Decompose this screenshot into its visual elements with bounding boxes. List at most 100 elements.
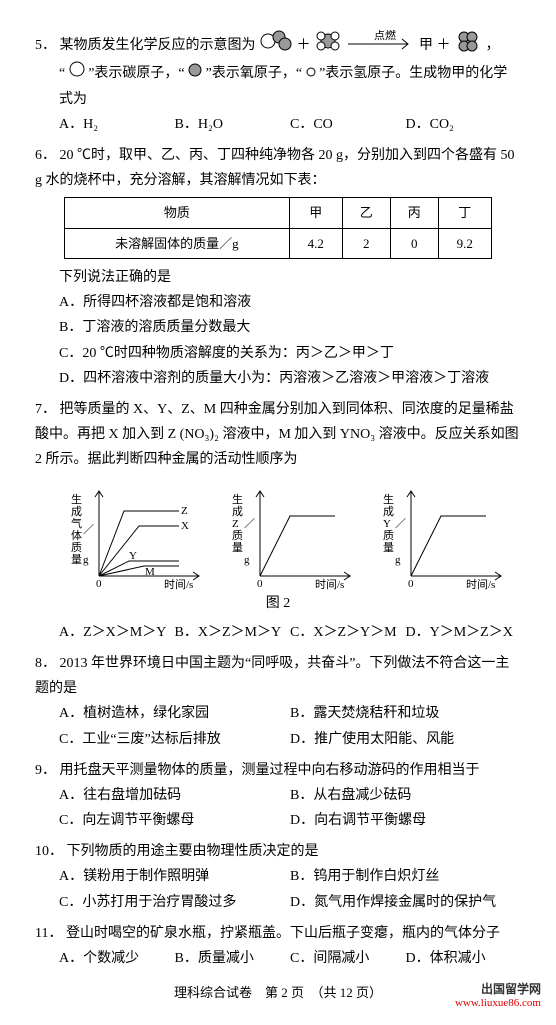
option-d: D．推广使用太阳能、风能 (290, 727, 521, 752)
option-a: A．个数减少 (59, 946, 175, 971)
option-c: C．20 ℃时四种物质溶解度的关系为：丙＞乙＞甲＞丁 (59, 341, 521, 366)
text: ”表示氧原子，“ (206, 66, 302, 81)
option-b: B．钨用于制作白炽灯丝 (290, 864, 521, 889)
q10-stem: 下列物质的用途主要由物理性质决定的是 (67, 844, 319, 859)
option-a: A．所得四杯溶液都是饱和溶液 (59, 290, 521, 315)
th: 丙 (390, 198, 438, 228)
product-jia: 甲 (419, 38, 433, 53)
q8-stem: 2013 年世界环境日中国主题为“同呼吸，共奋斗”。下列做法不符合这一主题的是 (35, 656, 509, 696)
svg-text:体: 体 (71, 528, 82, 542)
watermark: 出国留学网 www.liuxue86.com (455, 982, 541, 1010)
q10-num: 10． (35, 844, 63, 859)
watermark-url: www.liuxue86.com (455, 997, 541, 1009)
q7-stem: 把等质量的 X、Y、Z、M 四种金属分别加入到同体积、同浓度的足量稀盐酸中。再把… (35, 402, 519, 467)
svg-text:生: 生 (383, 492, 394, 506)
q6-options: A．所得四杯溶液都是饱和溶液 B．丁溶液的溶质质量分数最大 C．20 ℃时四种物… (35, 290, 521, 391)
option-c: C．向左调节平衡螺母 (59, 808, 290, 833)
svg-text:g: g (83, 554, 89, 566)
svg-text:量: 量 (71, 553, 82, 566)
svg-text:时间/s: 时间/s (466, 578, 495, 591)
svg-text:成: 成 (71, 505, 82, 518)
th: 物质 (65, 198, 290, 228)
text: “ (59, 66, 65, 81)
option-c: C．工业“三废”达标后排放 (59, 727, 290, 752)
question-7: 7． 把等质量的 X、Y、Z、M 四种金属分别加入到同体积、同浓度的足量稀盐酸中… (35, 397, 521, 645)
q5-options: A．H₂ B．H₂O C．CO D．CO₂ (35, 112, 521, 137)
q6-mid: 下列说法正确的是 (35, 265, 521, 290)
q11-options: A．个数减少 B．质量减小 C．间隔减小 D．体积减小 (35, 946, 521, 971)
q7-num: 7． (35, 402, 56, 417)
q11-num: 11． (35, 926, 62, 941)
page-footer: 理科综合试卷 第 2 页 （共 12 页） 出国留学网 www.liuxue86… (35, 981, 521, 1004)
footer-text: 理科综合试卷 第 2 页 （共 12 页） (174, 985, 382, 1000)
molecule-icon (259, 30, 293, 61)
option-a: A．Z＞X＞M＞Y (59, 620, 175, 645)
td: 2 (342, 228, 390, 258)
q8-num: 8． (35, 656, 56, 671)
question-8: 8． 2013 年世界环境日中国主题为“同呼吸，共奋斗”。下列做法不符合这一主题… (35, 651, 521, 752)
svg-text:Z: Z (232, 518, 239, 530)
molecule-icon (454, 30, 482, 61)
td: 0 (390, 228, 438, 258)
option-d: D．四杯溶液中溶剂的质量大小为：丙溶液＞乙溶液＞甲溶液＞丁溶液 (59, 366, 521, 391)
option-b: B．质量减小 (175, 946, 291, 971)
q9-options: A．往右盘增加砝码 B．从右盘减少砝码 C．向左调节平衡螺母 D．向右调节平衡螺… (35, 783, 521, 833)
svg-text:质: 质 (232, 529, 243, 542)
svg-text:质: 质 (71, 541, 82, 554)
option-c: C．小苏打用于治疗胃酸过多 (59, 890, 290, 915)
option-d: D．CO₂ (406, 112, 522, 137)
option-a: A．植树造林，绿化家园 (59, 701, 290, 726)
arrow-icon: 点燃 (346, 30, 416, 61)
svg-text:时间/s: 时间/s (315, 578, 344, 591)
option-d: D．Y＞M＞Z＞X (406, 620, 522, 645)
svg-text:气: 气 (71, 516, 82, 530)
svg-text:成: 成 (232, 505, 243, 518)
svg-text:Y: Y (129, 550, 137, 562)
option-d: D．氮气用作焊接金属时的保护气 (290, 890, 521, 915)
option-a: A．H₂ (59, 112, 175, 137)
svg-text:／: ／ (83, 523, 94, 536)
svg-text:0: 0 (257, 578, 263, 590)
svg-text:Y: Y (383, 518, 391, 530)
atom-oxygen-icon (188, 61, 202, 86)
chart-3: 生成Y质量 ／g 0 时间/s (381, 481, 511, 591)
svg-text:量: 量 (232, 541, 243, 554)
plus-sign: ＋ (437, 38, 451, 53)
atom-carbon-icon (69, 61, 85, 86)
option-d: D．体积减小 (406, 946, 522, 971)
question-9: 9． 用托盘天平测量物体的质量，测量过程中向右移动游码的作用相当于 A．往右盘增… (35, 758, 521, 834)
td: 4.2 (289, 228, 342, 258)
q10-options: A．镁粉用于制作照明弹 B．钨用于制作白炽灯丝 C．小苏打用于治疗胃酸过多 D．… (35, 864, 521, 914)
q8-options: A．植树造林，绿化家园 B．露天焚烧秸秆和垃圾 C．工业“三废”达标后排放 D．… (35, 701, 521, 751)
svg-text:0: 0 (408, 578, 414, 590)
chart-1: Z X Y M 生成气体质量 ／ g 0 时间/s (69, 481, 209, 591)
svg-text:X: X (181, 520, 189, 532)
svg-text:0: 0 (96, 578, 102, 590)
arrow-label: 点燃 (374, 30, 396, 42)
td: 9.2 (438, 228, 491, 258)
option-b: B．H₂O (175, 112, 291, 137)
question-11: 11． 登山时喝空的矿泉水瓶，拧紧瓶盖。下山后瓶子变瘪，瓶内的气体分子 A．个数… (35, 921, 521, 971)
q5-stem1: 某物质发生化学反应的示意图为 (60, 38, 256, 53)
svg-text:g: g (244, 554, 250, 566)
svg-text:时间/s: 时间/s (164, 578, 193, 591)
svg-text:Z: Z (181, 505, 188, 517)
atom-hydrogen-icon (306, 61, 316, 86)
q11-stem: 登山时喝空的矿泉水瓶，拧紧瓶盖。下山后瓶子变瘪，瓶内的气体分子 (66, 926, 500, 941)
comma: ， (486, 38, 500, 53)
svg-text:／: ／ (395, 517, 406, 530)
option-d: D．向右调节平衡螺母 (290, 808, 521, 833)
svg-text:M: M (145, 566, 155, 578)
svg-text:成: 成 (383, 505, 394, 518)
question-6: 6． 20 ℃时，取甲、乙、丙、丁四种纯净物各 20 g，分别加入到四个各盛有 … (35, 143, 521, 391)
option-c: C．X＞Z＞Y＞M (290, 620, 406, 645)
svg-text:生: 生 (232, 492, 243, 506)
option-a: A．往右盘增加砝码 (59, 783, 290, 808)
option-a: A．镁粉用于制作照明弹 (59, 864, 290, 889)
svg-text:生: 生 (71, 492, 82, 506)
svg-text:g: g (395, 554, 401, 566)
q5-stem2: “ ”表示碳原子，“ ”表示氧原子，“ ”表示氢原子。生成物甲的化学式为 (35, 61, 521, 112)
plus-sign: ＋ (297, 38, 311, 53)
svg-text:量: 量 (383, 541, 394, 554)
q9-stem: 用托盘天平测量物体的质量，测量过程中向右移动游码的作用相当于 (60, 763, 480, 778)
